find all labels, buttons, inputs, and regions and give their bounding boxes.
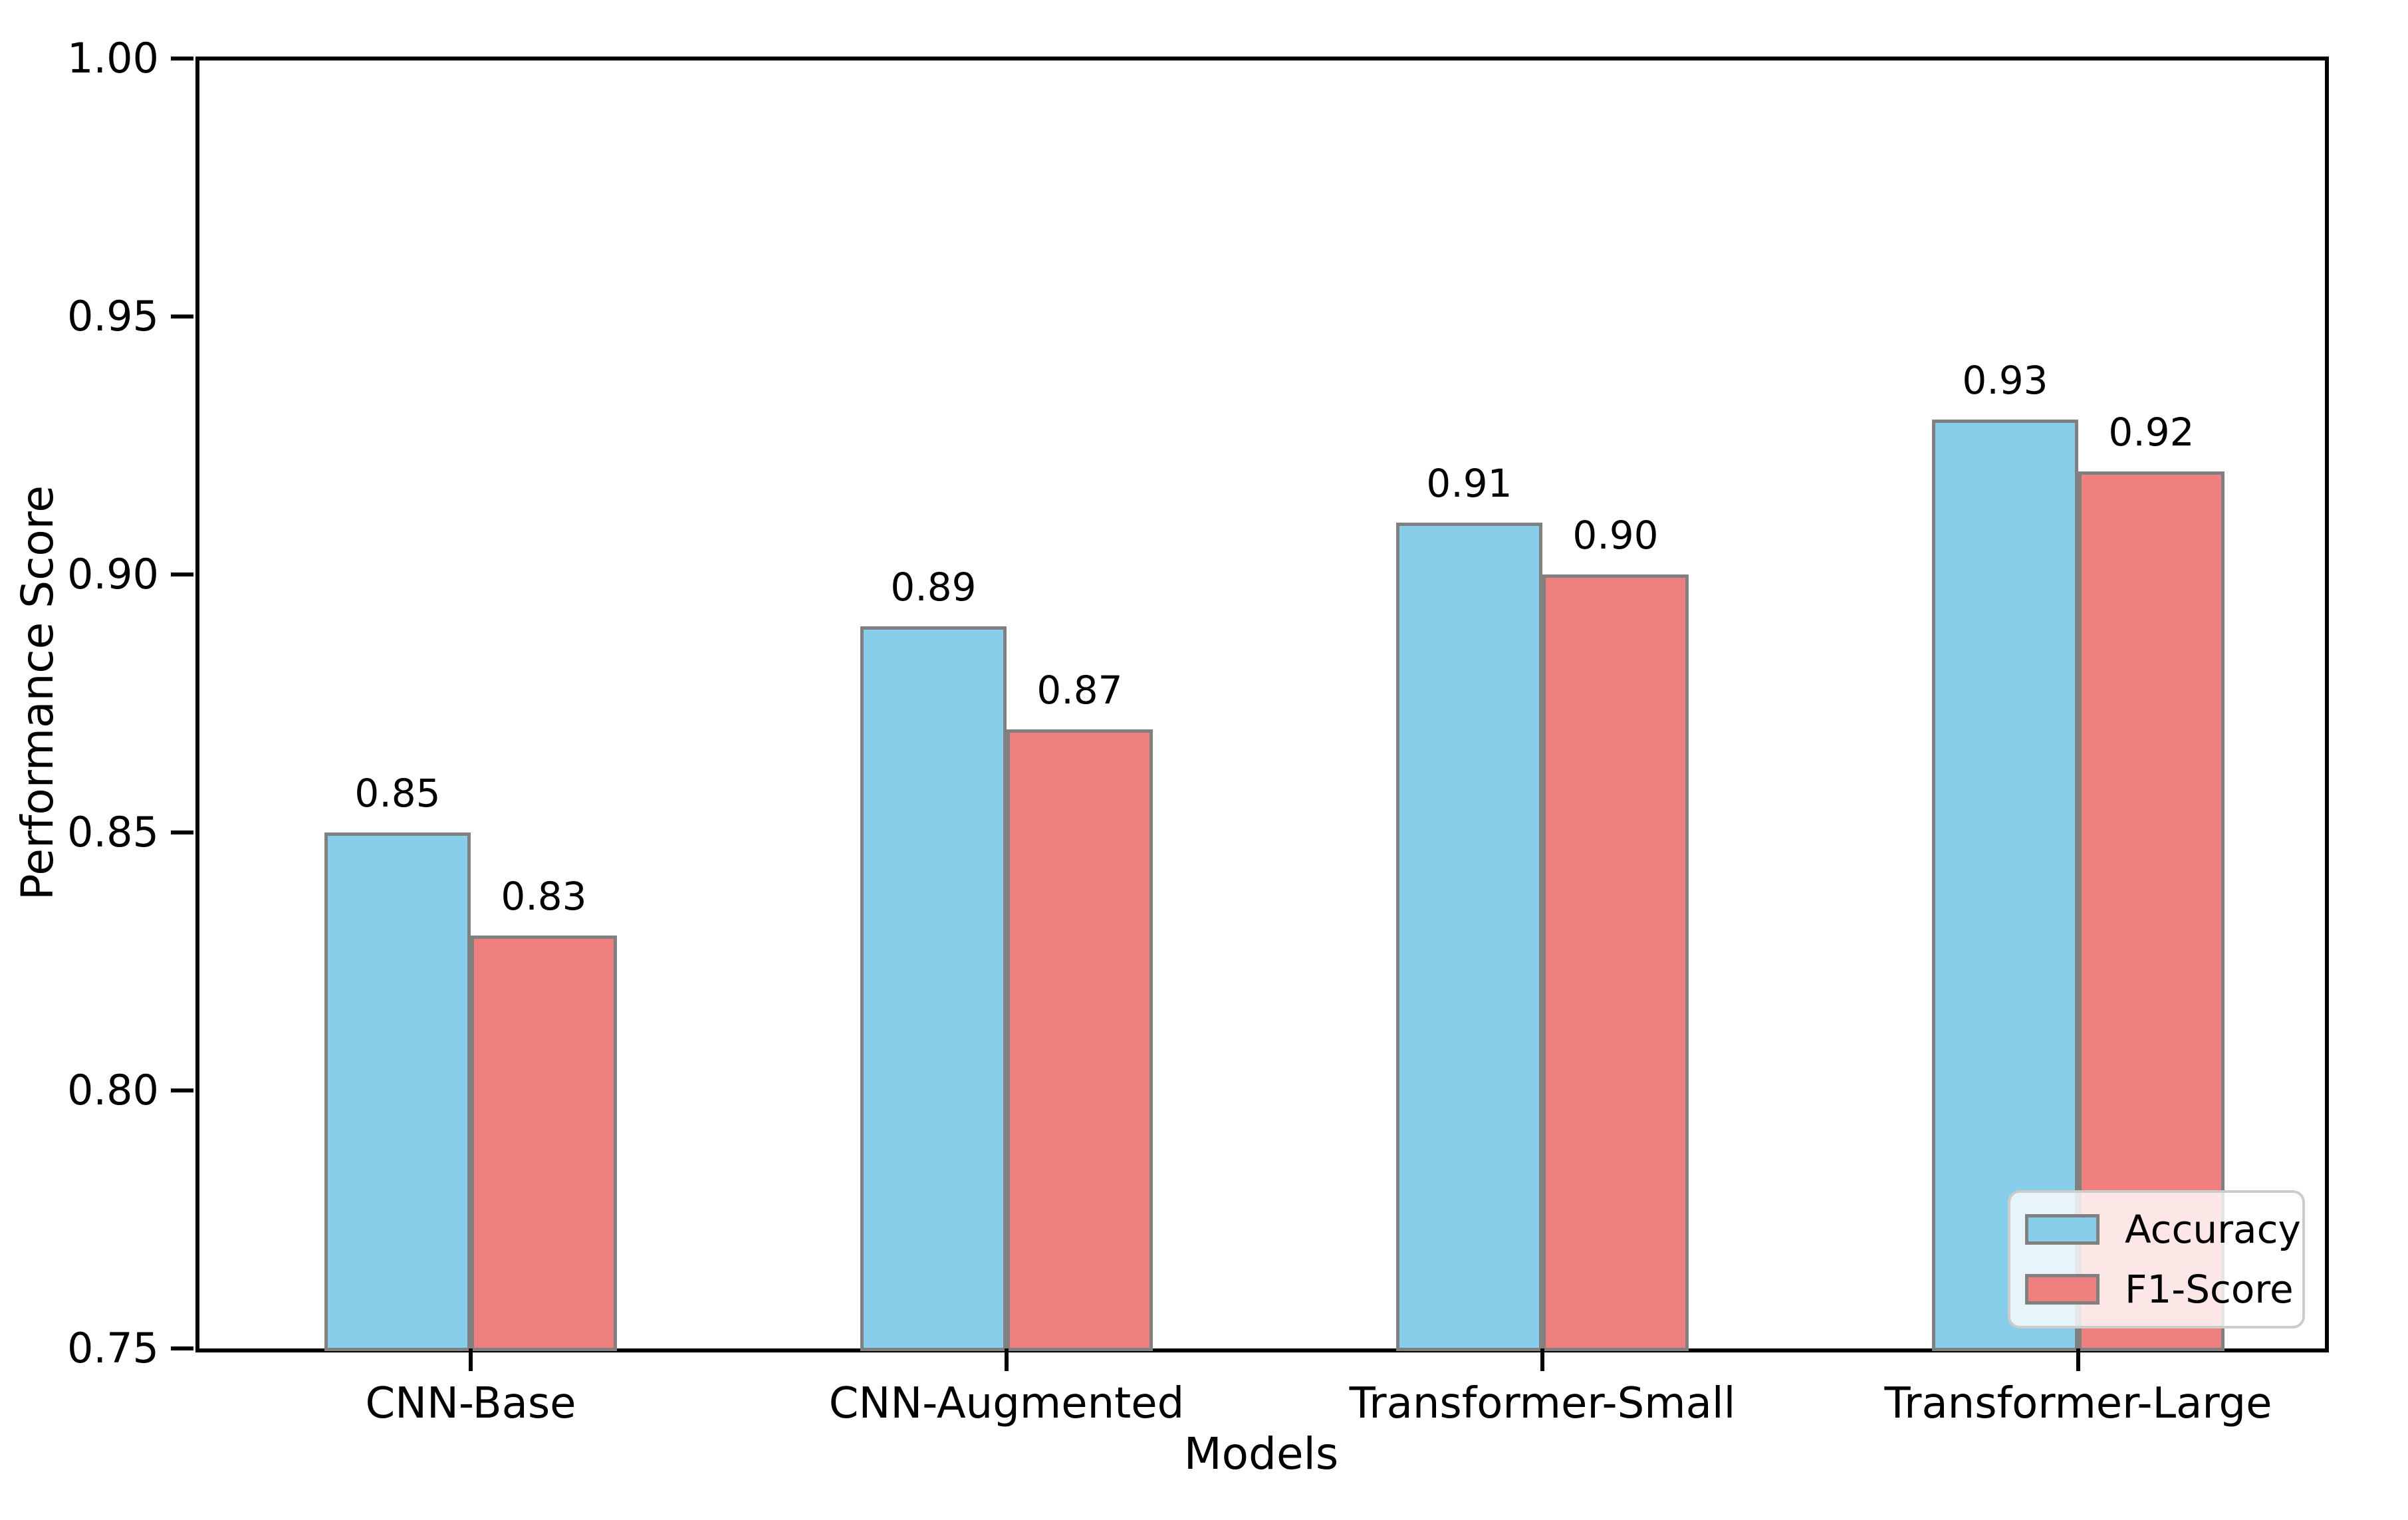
bar-f1-score-cnn-base — [471, 936, 617, 1351]
bar-accuracy-transformer-small — [1396, 523, 1542, 1351]
y-axis-tick-mark — [171, 315, 193, 318]
accuracy-swatch-icon — [2025, 1214, 2100, 1245]
x-axis-tick-label: CNN-Augmented — [828, 1379, 1185, 1428]
x-axis-tick-label: Transformer-Small — [1349, 1379, 1736, 1428]
y-axis-tick-label: 0.85 — [66, 808, 159, 856]
y-axis-tick-label: 0.95 — [66, 292, 159, 340]
bar-value-label: 0.91 — [1426, 461, 1512, 507]
y-axis-tick-mark — [171, 1346, 193, 1350]
y-axis-label: Performance Score — [12, 485, 63, 901]
bar-accuracy-cnn-augmented — [860, 626, 1007, 1351]
legend-item-accuracy: Accuracy — [2025, 1207, 2302, 1252]
y-axis-tick-mark — [171, 572, 193, 576]
bar-value-label: 0.93 — [1962, 358, 2048, 404]
y-axis-tick-label: 1.00 — [66, 34, 159, 82]
bar-f1-score-transformer-small — [1542, 574, 1689, 1351]
x-axis-tick-label: Transformer-Large — [1884, 1379, 2272, 1428]
legend: Accuracy F1-Score — [2008, 1190, 2305, 1329]
bar-value-label: 0.85 — [354, 771, 441, 816]
bar-value-label: 0.90 — [1572, 513, 1659, 558]
bar-value-label: 0.83 — [501, 874, 587, 920]
f1-score-swatch-icon — [2025, 1273, 2100, 1305]
x-axis-tick-mark — [469, 1348, 473, 1371]
y-axis-tick-mark — [171, 830, 193, 834]
y-axis-tick-mark — [171, 1088, 193, 1092]
x-axis-label: Models — [1183, 1428, 1339, 1479]
plot-area — [195, 57, 2329, 1352]
bar-value-label: 0.89 — [890, 564, 977, 610]
y-axis-tick-label: 0.80 — [66, 1066, 159, 1114]
x-axis-tick-mark — [2076, 1348, 2080, 1371]
legend-label-accuracy: Accuracy — [2125, 1207, 2301, 1253]
x-axis-tick-mark — [1005, 1348, 1009, 1371]
y-axis-tick-label: 0.75 — [66, 1324, 159, 1372]
x-axis-tick-label: CNN-Base — [365, 1379, 576, 1428]
legend-label-f1-score: F1-Score — [2125, 1266, 2294, 1312]
legend-item-f1-score: F1-Score — [2025, 1267, 2302, 1312]
x-axis-tick-mark — [1540, 1348, 1544, 1371]
bar-value-label: 0.87 — [1036, 667, 1123, 713]
bar-f1-score-cnn-augmented — [1007, 729, 1153, 1351]
y-axis-tick-mark — [171, 57, 193, 61]
bar-value-label: 0.92 — [2108, 409, 2195, 455]
bar-accuracy-cnn-base — [324, 832, 471, 1351]
y-axis-tick-label: 0.90 — [66, 550, 159, 598]
